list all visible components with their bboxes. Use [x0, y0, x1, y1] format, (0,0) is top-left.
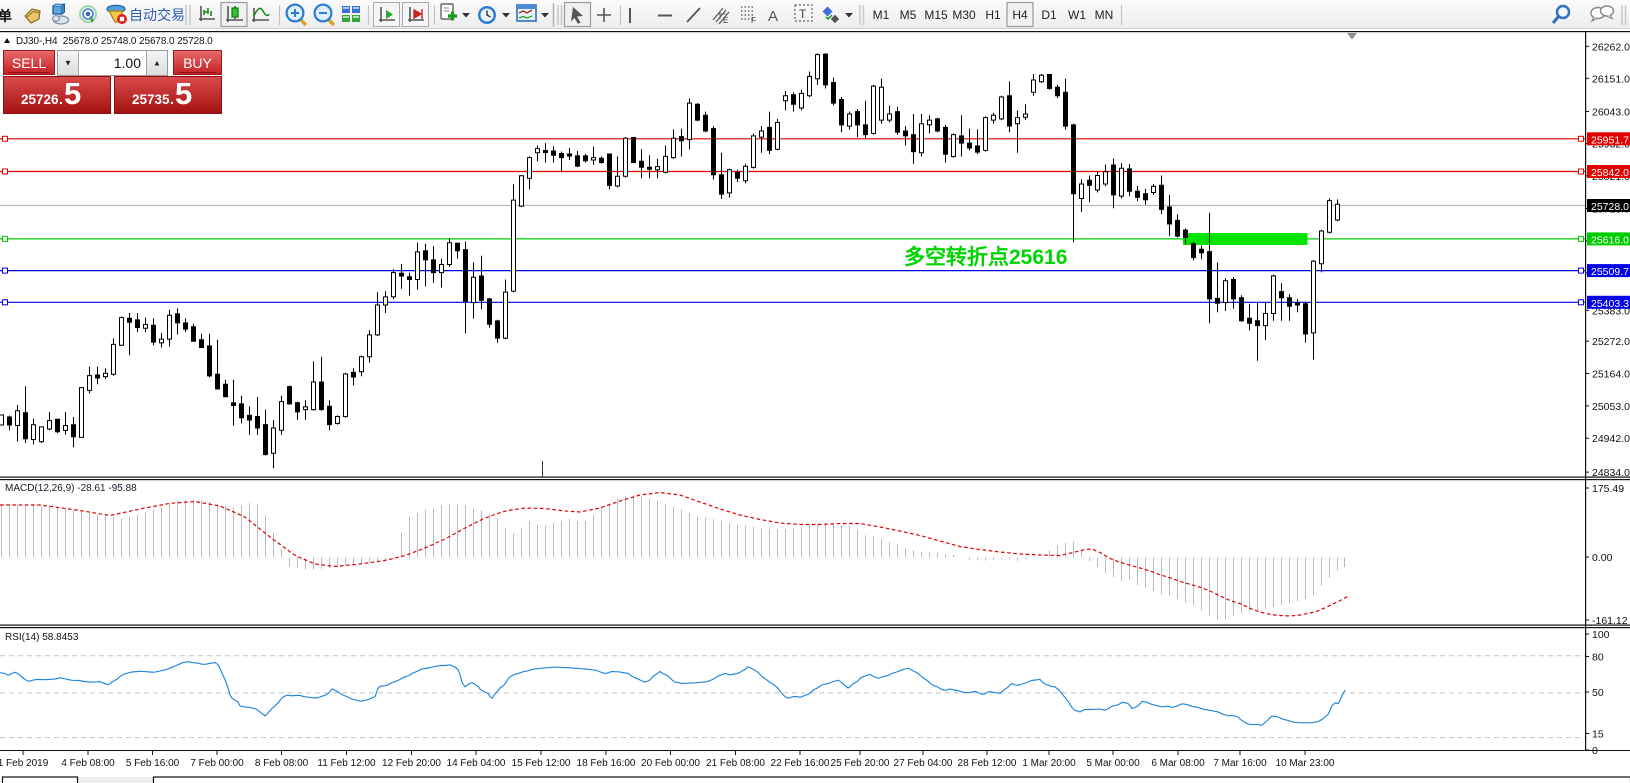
svg-text:1 Feb 2019: 1 Feb 2019 [0, 758, 49, 769]
svg-text:MN: MN [1095, 8, 1114, 22]
svg-text:24834.0: 24834.0 [1592, 467, 1630, 479]
svg-text:M1: M1 [873, 8, 890, 22]
svg-text:E: E [723, 16, 728, 25]
svg-text:175.49: 175.49 [1592, 483, 1624, 495]
svg-text:MACD(12,26,9) -28.61 -95.88: MACD(12,26,9) -28.61 -95.88 [5, 483, 137, 494]
svg-text:25509.7: 25509.7 [1591, 266, 1629, 278]
svg-text:4 Feb 08:00: 4 Feb 08:00 [61, 758, 115, 769]
svg-text:自动交易: 自动交易 [129, 7, 185, 23]
svg-text:H1: H1 [985, 8, 1001, 22]
svg-text:27 Feb 04:00: 27 Feb 04:00 [894, 758, 953, 769]
svg-text:25053.0: 25053.0 [1592, 401, 1630, 413]
svg-text:15 Feb 12:00: 15 Feb 12:00 [512, 758, 571, 769]
svg-text:10 Mar 23:00: 10 Mar 23:00 [1276, 758, 1335, 769]
svg-text:26262.0: 26262.0 [1592, 41, 1630, 53]
svg-text:15: 15 [1592, 729, 1604, 741]
svg-text:25842.0: 25842.0 [1591, 167, 1629, 179]
svg-text:M5: M5 [900, 8, 917, 22]
svg-text:80: 80 [1592, 652, 1604, 664]
svg-text:7 Feb 00:00: 7 Feb 00:00 [190, 758, 244, 769]
svg-text:18 Feb 16:00: 18 Feb 16:00 [577, 758, 636, 769]
svg-text:25951.7: 25951.7 [1591, 134, 1629, 146]
svg-text:6 Mar 08:00: 6 Mar 08:00 [1151, 758, 1205, 769]
svg-text:M30: M30 [952, 8, 976, 22]
svg-text:8 Feb 08:00: 8 Feb 08:00 [255, 758, 309, 769]
svg-text:-161.12: -161.12 [1592, 615, 1628, 627]
svg-text:100: 100 [1592, 629, 1610, 641]
svg-text:多空转折点25616: 多空转折点25616 [904, 245, 1067, 269]
svg-text:25272.0: 25272.0 [1592, 336, 1630, 348]
svg-text:11 Feb 12:00: 11 Feb 12:00 [317, 758, 376, 769]
svg-text:25164.0: 25164.0 [1592, 369, 1630, 381]
svg-text:D1: D1 [1041, 8, 1057, 22]
svg-text:W1: W1 [1068, 8, 1086, 22]
svg-text:0: 0 [1592, 745, 1598, 757]
svg-text:M15: M15 [924, 8, 948, 22]
svg-text:1 Mar 20:00: 1 Mar 20:00 [1022, 758, 1076, 769]
svg-text:14 Feb 04:00: 14 Feb 04:00 [447, 758, 506, 769]
svg-text:0.00: 0.00 [1592, 552, 1613, 564]
svg-text:A: A [768, 8, 778, 25]
svg-text:20 Feb 00:00: 20 Feb 00:00 [641, 758, 700, 769]
svg-text:7 Mar 16:00: 7 Mar 16:00 [1213, 758, 1267, 769]
svg-text:5 Mar 00:00: 5 Mar 00:00 [1086, 758, 1140, 769]
svg-text:28 Feb 12:00: 28 Feb 12:00 [958, 758, 1017, 769]
svg-text:RSI(14) 58.8453: RSI(14) 58.8453 [5, 632, 79, 643]
svg-text:25403.3: 25403.3 [1591, 298, 1629, 310]
svg-text:22 Feb 16:00: 22 Feb 16:00 [771, 758, 830, 769]
svg-text:F: F [751, 16, 756, 25]
svg-text:单: 单 [0, 8, 12, 24]
svg-text:25616.0: 25616.0 [1591, 234, 1629, 246]
svg-text:25 Feb 20:00: 25 Feb 20:00 [831, 758, 890, 769]
svg-text:26151.0: 26151.0 [1592, 73, 1630, 85]
svg-text:12 Feb 20:00: 12 Feb 20:00 [382, 758, 441, 769]
svg-text:25728.0: 25728.0 [1591, 201, 1629, 213]
svg-text:T: T [799, 7, 807, 21]
svg-text:21 Feb 08:00: 21 Feb 08:00 [706, 758, 765, 769]
svg-text:24942.0: 24942.0 [1592, 433, 1630, 445]
svg-text:26043.0: 26043.0 [1592, 107, 1630, 119]
svg-text:5 Feb 16:00: 5 Feb 16:00 [126, 758, 180, 769]
svg-text:H4: H4 [1012, 8, 1028, 22]
svg-text:50: 50 [1592, 687, 1604, 699]
